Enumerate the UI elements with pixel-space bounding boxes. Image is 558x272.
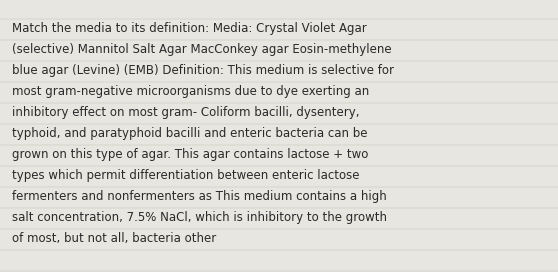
Bar (0, 144, 558, 146)
Text: salt concentration, 7.5% NaCl, which is inhibitory to the growth: salt concentration, 7.5% NaCl, which is … (12, 211, 387, 224)
Bar (0, 123, 558, 125)
Bar (0, 270, 558, 272)
Bar (0, 39, 558, 41)
Bar (0, 81, 558, 83)
Text: (selective) Mannitol Salt Agar MacConkey agar Eosin-methylene: (selective) Mannitol Salt Agar MacConkey… (12, 43, 392, 56)
Bar (0, 186, 558, 188)
Text: typhoid, and paratyphoid bacilli and enteric bacteria can be: typhoid, and paratyphoid bacilli and ent… (12, 127, 368, 140)
Bar (0, 207, 558, 209)
Bar (0, 60, 558, 62)
Text: fermenters and nonfermenters as This medium contains a high: fermenters and nonfermenters as This med… (12, 190, 387, 203)
Bar (0, 165, 558, 167)
Text: inhibitory effect on most gram- Coliform bacilli, dysentery,: inhibitory effect on most gram- Coliform… (12, 106, 359, 119)
Bar (0, 228, 558, 230)
Bar (0, 18, 558, 20)
Text: types which permit differentiation between enteric lactose: types which permit differentiation betwe… (12, 169, 359, 182)
Text: of most, but not all, bacteria other: of most, but not all, bacteria other (12, 232, 217, 245)
Text: blue agar (Levine) (EMB) Definition: This medium is selective for: blue agar (Levine) (EMB) Definition: Thi… (12, 64, 394, 77)
Bar (0, 249, 558, 251)
Bar (0, 102, 558, 104)
Text: Match the media to its definition: Media: Crystal Violet Agar: Match the media to its definition: Media… (12, 22, 367, 35)
Text: most gram-negative microorganisms due to dye exerting an: most gram-negative microorganisms due to… (12, 85, 369, 98)
Text: grown on this type of agar. This agar contains lactose + two: grown on this type of agar. This agar co… (12, 148, 368, 161)
